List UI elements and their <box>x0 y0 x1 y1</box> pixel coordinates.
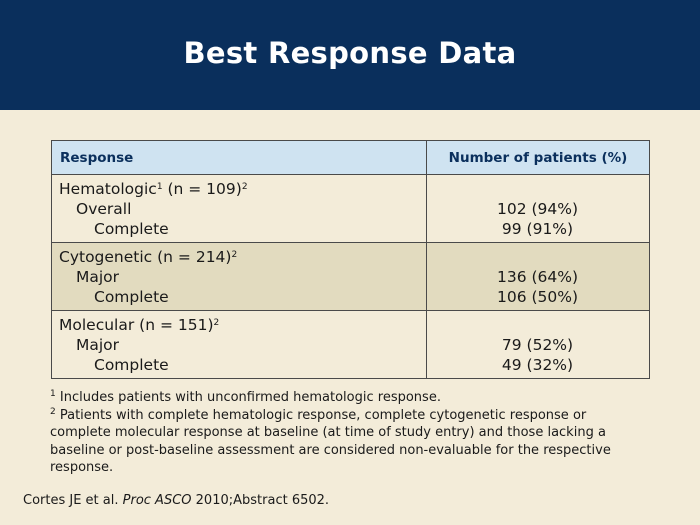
footnotes: 1 Includes patients with unconfirmed hem… <box>50 389 650 477</box>
table-header-row: Response Number of patients (%) <box>51 140 650 175</box>
response-cell: Molecular (n = 151)2 Major Complete <box>51 310 427 379</box>
journal-name: Proc ASCO <box>122 493 192 508</box>
response-cell: Hematologic1 (n = 109)2 Overall Complete <box>51 174 427 243</box>
value: 106 (50%) <box>496 288 579 306</box>
value-cell: 79 (52%) 49 (32%) <box>426 310 650 379</box>
value-cell: 136 (64%) 106 (50%) <box>426 242 650 311</box>
citation: Cortes JE et al. Proc ASCO 2010;Abstract… <box>23 493 330 508</box>
footnote-2: 2 Patients with complete hematologic res… <box>50 406 611 475</box>
header-response: Response <box>51 140 427 175</box>
value: 102 (94%) <box>496 200 579 218</box>
table-row-hematologic: Hematologic1 (n = 109)2 Overall Complete… <box>51 174 650 243</box>
sub-label: Major <box>76 336 120 354</box>
title-bar: Best Response Data <box>0 0 700 110</box>
sub-label: Complete <box>94 220 169 238</box>
sub-label: Complete <box>94 356 169 374</box>
value: 79 (52%) <box>501 336 574 354</box>
value: 136 (64%) <box>496 268 579 286</box>
footnote-1: 1 Includes patients with unconfirmed hem… <box>50 389 441 406</box>
table-row-cytogenetic: Cytogenetic (n = 214)2 Major Complete 13… <box>51 242 650 311</box>
sub-label: Complete <box>94 288 169 306</box>
group-label: Cytogenetic (n = 214)2 <box>59 248 238 266</box>
header-number-of-patients: Number of patients (%) <box>426 140 650 175</box>
sub-label: Overall <box>76 200 132 218</box>
value: 99 (91%) <box>501 220 574 238</box>
table-row-molecular: Molecular (n = 151)2 Major Complete 79 (… <box>51 310 650 379</box>
value-cell: 102 (94%) 99 (91%) <box>426 174 650 243</box>
value: 49 (32%) <box>501 356 574 374</box>
group-label: Hematologic1 (n = 109)2 <box>59 180 248 198</box>
sub-label: Major <box>76 268 120 286</box>
response-cell: Cytogenetic (n = 214)2 Major Complete <box>51 242 427 311</box>
group-label: Molecular (n = 151)2 <box>59 316 220 334</box>
slide-title: Best Response Data <box>183 36 517 70</box>
response-table: Response Number of patients (%) Hematolo… <box>51 140 650 379</box>
